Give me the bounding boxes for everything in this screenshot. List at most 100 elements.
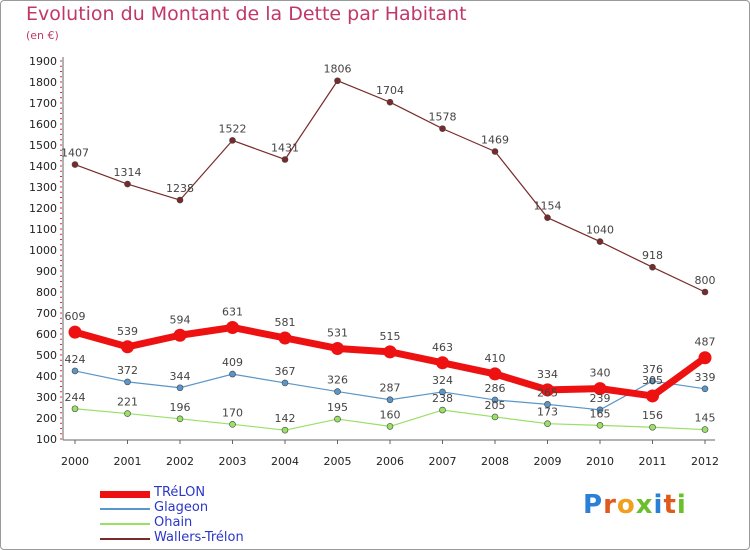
data-label-ohain: 173	[537, 406, 558, 419]
data-point-wallers-tr-lon	[281, 156, 289, 163]
data-label-glageon: 324	[432, 374, 453, 387]
data-point-tr-lon	[593, 382, 607, 396]
series-wallers-tr-lon	[71, 77, 709, 296]
data-label-glageon: 239	[590, 392, 611, 405]
series-layer	[68, 77, 712, 434]
x-tick-label: 2006	[376, 455, 404, 468]
data-label-wallers-tr-lon: 1154	[534, 200, 562, 213]
data-point-glageon	[281, 379, 289, 387]
chart-axes: 100 200 300 400 500 600 700 800 900 1000 1100 1200 1…	[29, 55, 719, 468]
y-tick-label: 400	[36, 370, 57, 383]
data-label-tr-lon: 334	[537, 368, 558, 381]
logo-letter: t	[663, 490, 677, 520]
data-point-wallers-tr-lon	[439, 125, 446, 132]
y-tick-label: 1900	[29, 55, 57, 68]
data-label-tr-lon: 631	[222, 305, 243, 318]
data-label-tr-lon: 515	[380, 330, 401, 343]
data-label-ohain: 145	[695, 412, 716, 425]
y-tick-label: 1000	[29, 244, 57, 257]
data-point-wallers-tr-lon	[491, 148, 499, 155]
x-tick-label: 2010	[586, 455, 614, 468]
y-tick-label: 900	[36, 265, 57, 278]
data-point-wallers-tr-lon	[596, 238, 604, 245]
data-point-glageon	[334, 388, 341, 395]
data-label-wallers-tr-lon: 1806	[324, 63, 352, 76]
data-label-tr-lon: 531	[327, 326, 348, 339]
data-label-tr-lon: 487	[695, 336, 716, 349]
data-point-tr-lon	[488, 367, 502, 381]
data-point-tr-lon	[698, 351, 712, 365]
y-tick-label: 1800	[29, 76, 57, 89]
y-tick-label: 800	[36, 286, 57, 299]
data-label-wallers-tr-lon: 1314	[114, 166, 142, 179]
data-label-wallers-tr-lon: 1522	[219, 122, 247, 135]
y-tick-label: 1100	[29, 223, 57, 236]
data-label-glageon: 287	[380, 382, 401, 395]
legend-swatch	[100, 491, 150, 498]
data-point-ohain	[176, 415, 184, 423]
data-point-wallers-tr-lon	[649, 263, 656, 271]
data-point-ohain	[649, 423, 656, 431]
data-label-tr-lon: 581	[275, 316, 296, 329]
data-label-glageon: 286	[485, 382, 506, 395]
data-label-glageon: 339	[695, 371, 716, 384]
data-label-glageon: 326	[327, 374, 348, 387]
data-label-ohain: 244	[65, 391, 86, 404]
x-tick-label: 2009	[534, 455, 562, 468]
data-point-glageon	[386, 396, 394, 404]
y-tick-label: 1200	[29, 202, 57, 215]
y-tick-label: 1400	[29, 160, 57, 173]
data-point-wallers-tr-lon	[544, 214, 551, 221]
data-point-ohain	[491, 413, 499, 421]
data-label-glageon: 265	[537, 386, 558, 399]
x-tick-label: 2011	[639, 455, 667, 468]
data-label-glageon: 372	[117, 364, 138, 377]
legend-label: TRéLON	[154, 485, 206, 500]
data-label-ohain: 221	[117, 396, 138, 409]
data-point-glageon	[176, 384, 184, 392]
data-point-ohain	[439, 406, 446, 414]
chart-subtitle: (en €)	[26, 29, 59, 42]
x-tick-label: 2000	[61, 455, 89, 468]
data-point-ohain	[334, 415, 341, 423]
data-label-wallers-tr-lon: 1238	[166, 182, 194, 195]
data-point-wallers-tr-lon	[229, 137, 236, 144]
data-point-glageon	[491, 396, 499, 404]
data-label-glageon: 409	[222, 356, 243, 369]
legend-swatch	[100, 523, 150, 525]
y-tick-label: 700	[36, 307, 57, 320]
data-point-ohain	[596, 422, 604, 429]
y-tick-label: 1500	[29, 139, 57, 152]
series-ohain	[71, 405, 709, 434]
y-tick-label: 1300	[29, 181, 57, 194]
data-point-tr-lon	[278, 331, 292, 345]
data-label-wallers-tr-lon: 1704	[376, 84, 404, 97]
y-tick-label: 600	[36, 328, 57, 341]
data-point-ohain	[124, 410, 131, 417]
data-label-ohain: 196	[170, 401, 191, 414]
y-tick-label: 500	[36, 349, 57, 362]
data-label-wallers-tr-lon: 1469	[481, 134, 509, 147]
legend-label: Ohain	[154, 515, 193, 530]
data-label-glageon: 376	[642, 363, 663, 376]
data-label-tr-lon: 305	[642, 374, 663, 387]
logo-letter: i	[653, 490, 664, 520]
data-point-glageon	[124, 378, 131, 386]
data-point-glageon	[649, 377, 656, 385]
data-point-tr-lon	[68, 325, 82, 339]
x-tick-label: 2002	[166, 455, 194, 468]
proxiti-logo: Proxiti	[583, 490, 687, 520]
data-label-wallers-tr-lon: 1407	[61, 147, 89, 160]
x-tick-label: 2008	[481, 455, 509, 468]
legend-swatch	[100, 508, 150, 510]
series-glageon	[71, 367, 709, 414]
data-label-tr-lon: 539	[117, 325, 138, 338]
data-point-tr-lon	[226, 320, 239, 334]
data-point-glageon	[701, 385, 709, 393]
data-point-ohain	[544, 420, 551, 427]
data-label-wallers-tr-lon: 918	[642, 249, 663, 262]
legend-label: Glageon	[154, 500, 209, 515]
data-point-ohain	[281, 426, 289, 434]
y-tick-label: 300	[36, 391, 57, 404]
